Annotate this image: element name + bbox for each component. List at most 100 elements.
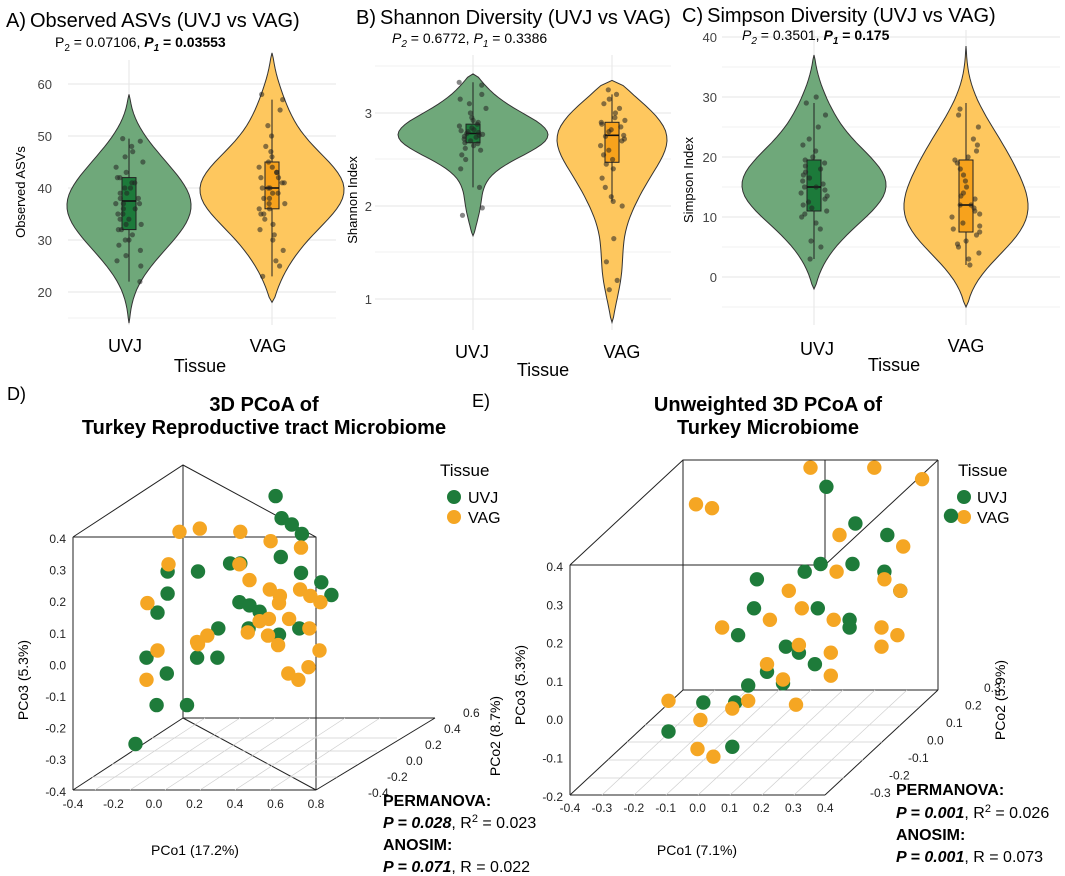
data-point <box>956 112 962 118</box>
data-point <box>803 169 809 175</box>
scatter-point-uvj <box>324 587 339 603</box>
data-point <box>456 79 462 85</box>
jitter-points <box>456 79 628 293</box>
scatter-point-vag <box>826 612 841 627</box>
scatter-point-vag <box>867 460 882 475</box>
scatter-point-vag <box>200 628 215 643</box>
legend-swatch-vag <box>447 510 461 524</box>
scatter-point-uvj <box>189 650 205 665</box>
scatter-point-vag <box>690 741 705 757</box>
data-point <box>258 175 264 181</box>
data-point <box>129 232 135 238</box>
tick-label: -0.2 <box>387 770 408 784</box>
tick-label: -0.4 <box>560 801 581 815</box>
scatter-point-vag <box>252 614 267 629</box>
data-point <box>800 202 806 208</box>
data-point <box>269 154 275 160</box>
y-axis-label: PCo2 (5.9%) <box>992 660 1008 740</box>
data-point <box>962 178 969 184</box>
legend-title: Tissue <box>440 461 489 480</box>
scatter-point-uvj <box>696 695 711 710</box>
data-point <box>483 105 489 111</box>
legend-swatch-uvj <box>957 490 971 504</box>
data-point <box>605 87 611 93</box>
data-point <box>800 142 806 148</box>
tick-label: 0.3 <box>546 598 563 612</box>
data-point <box>972 196 978 202</box>
z-axis-label: PCo3 (5.3%) <box>15 640 31 720</box>
data-point <box>459 152 465 158</box>
y-axis-label: Observed ASVs <box>13 146 28 238</box>
permanova-heading: PERMANOVA: <box>383 793 491 810</box>
data-point <box>618 124 624 130</box>
scatter-point-vag <box>233 524 248 539</box>
stats-block: PERMANOVA: P = 0.001, R2 = 0.026 ANOSIM:… <box>896 782 1049 866</box>
y-tick-label: 1 <box>365 292 372 307</box>
scatter-point-uvj <box>293 565 309 581</box>
data-point <box>123 169 129 175</box>
data-point <box>261 211 267 217</box>
data-point <box>277 107 283 113</box>
data-point <box>257 227 263 233</box>
scatter-point-vag <box>893 583 908 598</box>
legend-title: Tissue <box>958 461 1007 480</box>
scatter-point-uvj <box>179 697 195 713</box>
scatter-point-uvj <box>210 650 225 665</box>
x-ticks: -0.4 -0.2 0.0 0.2 0.4 0.6 0.8 <box>63 797 325 811</box>
data-point <box>277 263 283 269</box>
anosim-heading: ANOSIM: <box>383 837 452 854</box>
data-point <box>120 136 126 142</box>
scatter-point-vag <box>260 628 276 643</box>
tick-label: -0.2 <box>45 722 66 736</box>
data-point <box>270 237 276 243</box>
scatter-point-vag <box>302 621 317 636</box>
tick-label: 0.0 <box>927 734 944 748</box>
data-point <box>467 110 473 116</box>
data-point <box>977 229 983 235</box>
data-point <box>606 147 612 153</box>
scatter-point-vag <box>791 637 807 653</box>
y-tick-label: 40 <box>703 30 717 45</box>
scatter-point-vag <box>693 712 708 728</box>
scatter-point-uvj <box>271 627 287 642</box>
data-point <box>963 184 970 190</box>
scatter-point-vag <box>172 524 187 539</box>
tick-label: 0.2 <box>49 595 66 609</box>
data-point <box>967 262 973 268</box>
scatter-point-uvj <box>845 556 860 572</box>
permanova-result: P = 0.001, R2 = 0.026 <box>896 803 1049 822</box>
y-tick-label: 2 <box>365 199 372 214</box>
scatter-point-vag <box>832 527 847 543</box>
scatter-point-vag <box>161 557 176 572</box>
data-point <box>475 119 481 125</box>
data-point <box>608 194 614 200</box>
scatter-point-vag <box>829 564 844 579</box>
data-point <box>126 216 132 222</box>
y-tick-label: 20 <box>703 150 717 165</box>
tick-label: 0.1 <box>946 716 963 730</box>
scatter-point-uvj <box>211 621 226 636</box>
data-point <box>469 125 475 131</box>
y-axis-label: Shannon Index <box>345 156 360 244</box>
y-axis-label: Simpson Index <box>681 137 696 223</box>
data-point <box>803 100 809 106</box>
data-point <box>949 214 955 220</box>
panel-d: D) 3D PCoA of Turkey Reproductive tract … <box>7 384 536 876</box>
data-point <box>129 143 135 149</box>
y-tick-label: 10 <box>703 210 717 225</box>
permanova-heading: PERMANOVA: <box>896 782 1004 799</box>
data-point <box>610 156 616 163</box>
x-axis-label: PCo1 (17.2%) <box>151 842 239 858</box>
anosim-result: P = 0.071, R = 0.022 <box>383 859 530 876</box>
tick-label: 0.1 <box>721 801 738 815</box>
scatter-point-uvj <box>807 657 823 672</box>
scatter-point-uvj <box>819 479 834 494</box>
data-point <box>263 143 269 149</box>
data-point <box>117 195 123 201</box>
scatter-point-vag <box>293 540 309 555</box>
chart-title-line-1: Unweighted 3D PCoA of <box>654 394 882 416</box>
data-point <box>598 143 604 149</box>
data-point <box>127 185 134 191</box>
tick-label: 0.0 <box>546 713 563 727</box>
